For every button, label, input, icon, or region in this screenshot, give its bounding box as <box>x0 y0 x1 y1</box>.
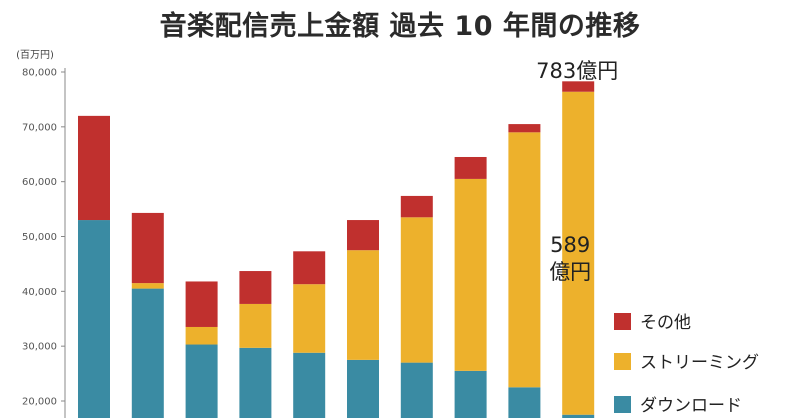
bar-segment-streaming <box>454 178 487 371</box>
y-tick-label: 80,000 <box>22 68 57 79</box>
legend-other-label: その他 <box>640 313 691 333</box>
legend-download-label: ダウンロード <box>640 396 742 416</box>
bar-segment-download <box>239 347 272 418</box>
chart-title: 音楽配信売上金額 過去 10 年間の推移 <box>159 11 641 42</box>
bar-segment-download <box>131 288 164 418</box>
legend-streaming-label: ストリーミング <box>640 353 759 373</box>
bar-segment-streaming <box>185 326 218 345</box>
legend-other-swatch <box>614 313 631 330</box>
bar-segment-other <box>293 251 326 285</box>
bar-segment-streaming <box>562 91 595 415</box>
y-tick-label: 60,000 <box>22 177 57 188</box>
bar-segment-other <box>454 156 487 179</box>
annotation-streaming-unit: 億円 <box>549 260 591 284</box>
bar-segment-download <box>347 359 379 418</box>
legend-download-swatch <box>614 396 631 413</box>
bar-segment-other <box>400 195 433 218</box>
bar-segment-download <box>454 370 487 418</box>
bar-segment-other <box>508 124 541 133</box>
bar-segment-download <box>185 344 218 418</box>
y-tick-label: 50,000 <box>22 232 57 243</box>
y-tick-label: 20,000 <box>22 397 57 408</box>
bar-segment-streaming <box>508 132 541 388</box>
bar-segment-other <box>185 281 218 327</box>
bar-segment-download <box>508 387 541 418</box>
bar-segment-other <box>562 81 595 92</box>
bar-segment-other <box>239 271 272 304</box>
bar-segment-other <box>131 212 164 284</box>
bar-segment-download <box>400 362 433 418</box>
bar-segment-streaming <box>347 250 379 360</box>
bar-segment-other <box>347 220 379 251</box>
bar-segment-streaming <box>400 217 433 363</box>
annotation-total: 783億円 <box>536 59 618 83</box>
bar-segment-other <box>78 115 110 221</box>
y-tick-label: 70,000 <box>22 122 57 133</box>
bar-segment-streaming <box>239 303 272 348</box>
bar-segment-streaming <box>293 284 326 353</box>
y-tick-label: 30,000 <box>22 342 57 353</box>
y-tick-label: 40,000 <box>22 287 57 298</box>
bar-segment-streaming <box>131 283 164 289</box>
legend-streaming-swatch <box>614 353 631 370</box>
y-unit-label: (百万円) <box>16 49 54 61</box>
bar-segment-download <box>562 414 595 418</box>
bar-segment-download <box>78 220 110 418</box>
bar-segment-download <box>293 352 326 418</box>
annotation-streaming-value: 589 <box>550 233 590 257</box>
